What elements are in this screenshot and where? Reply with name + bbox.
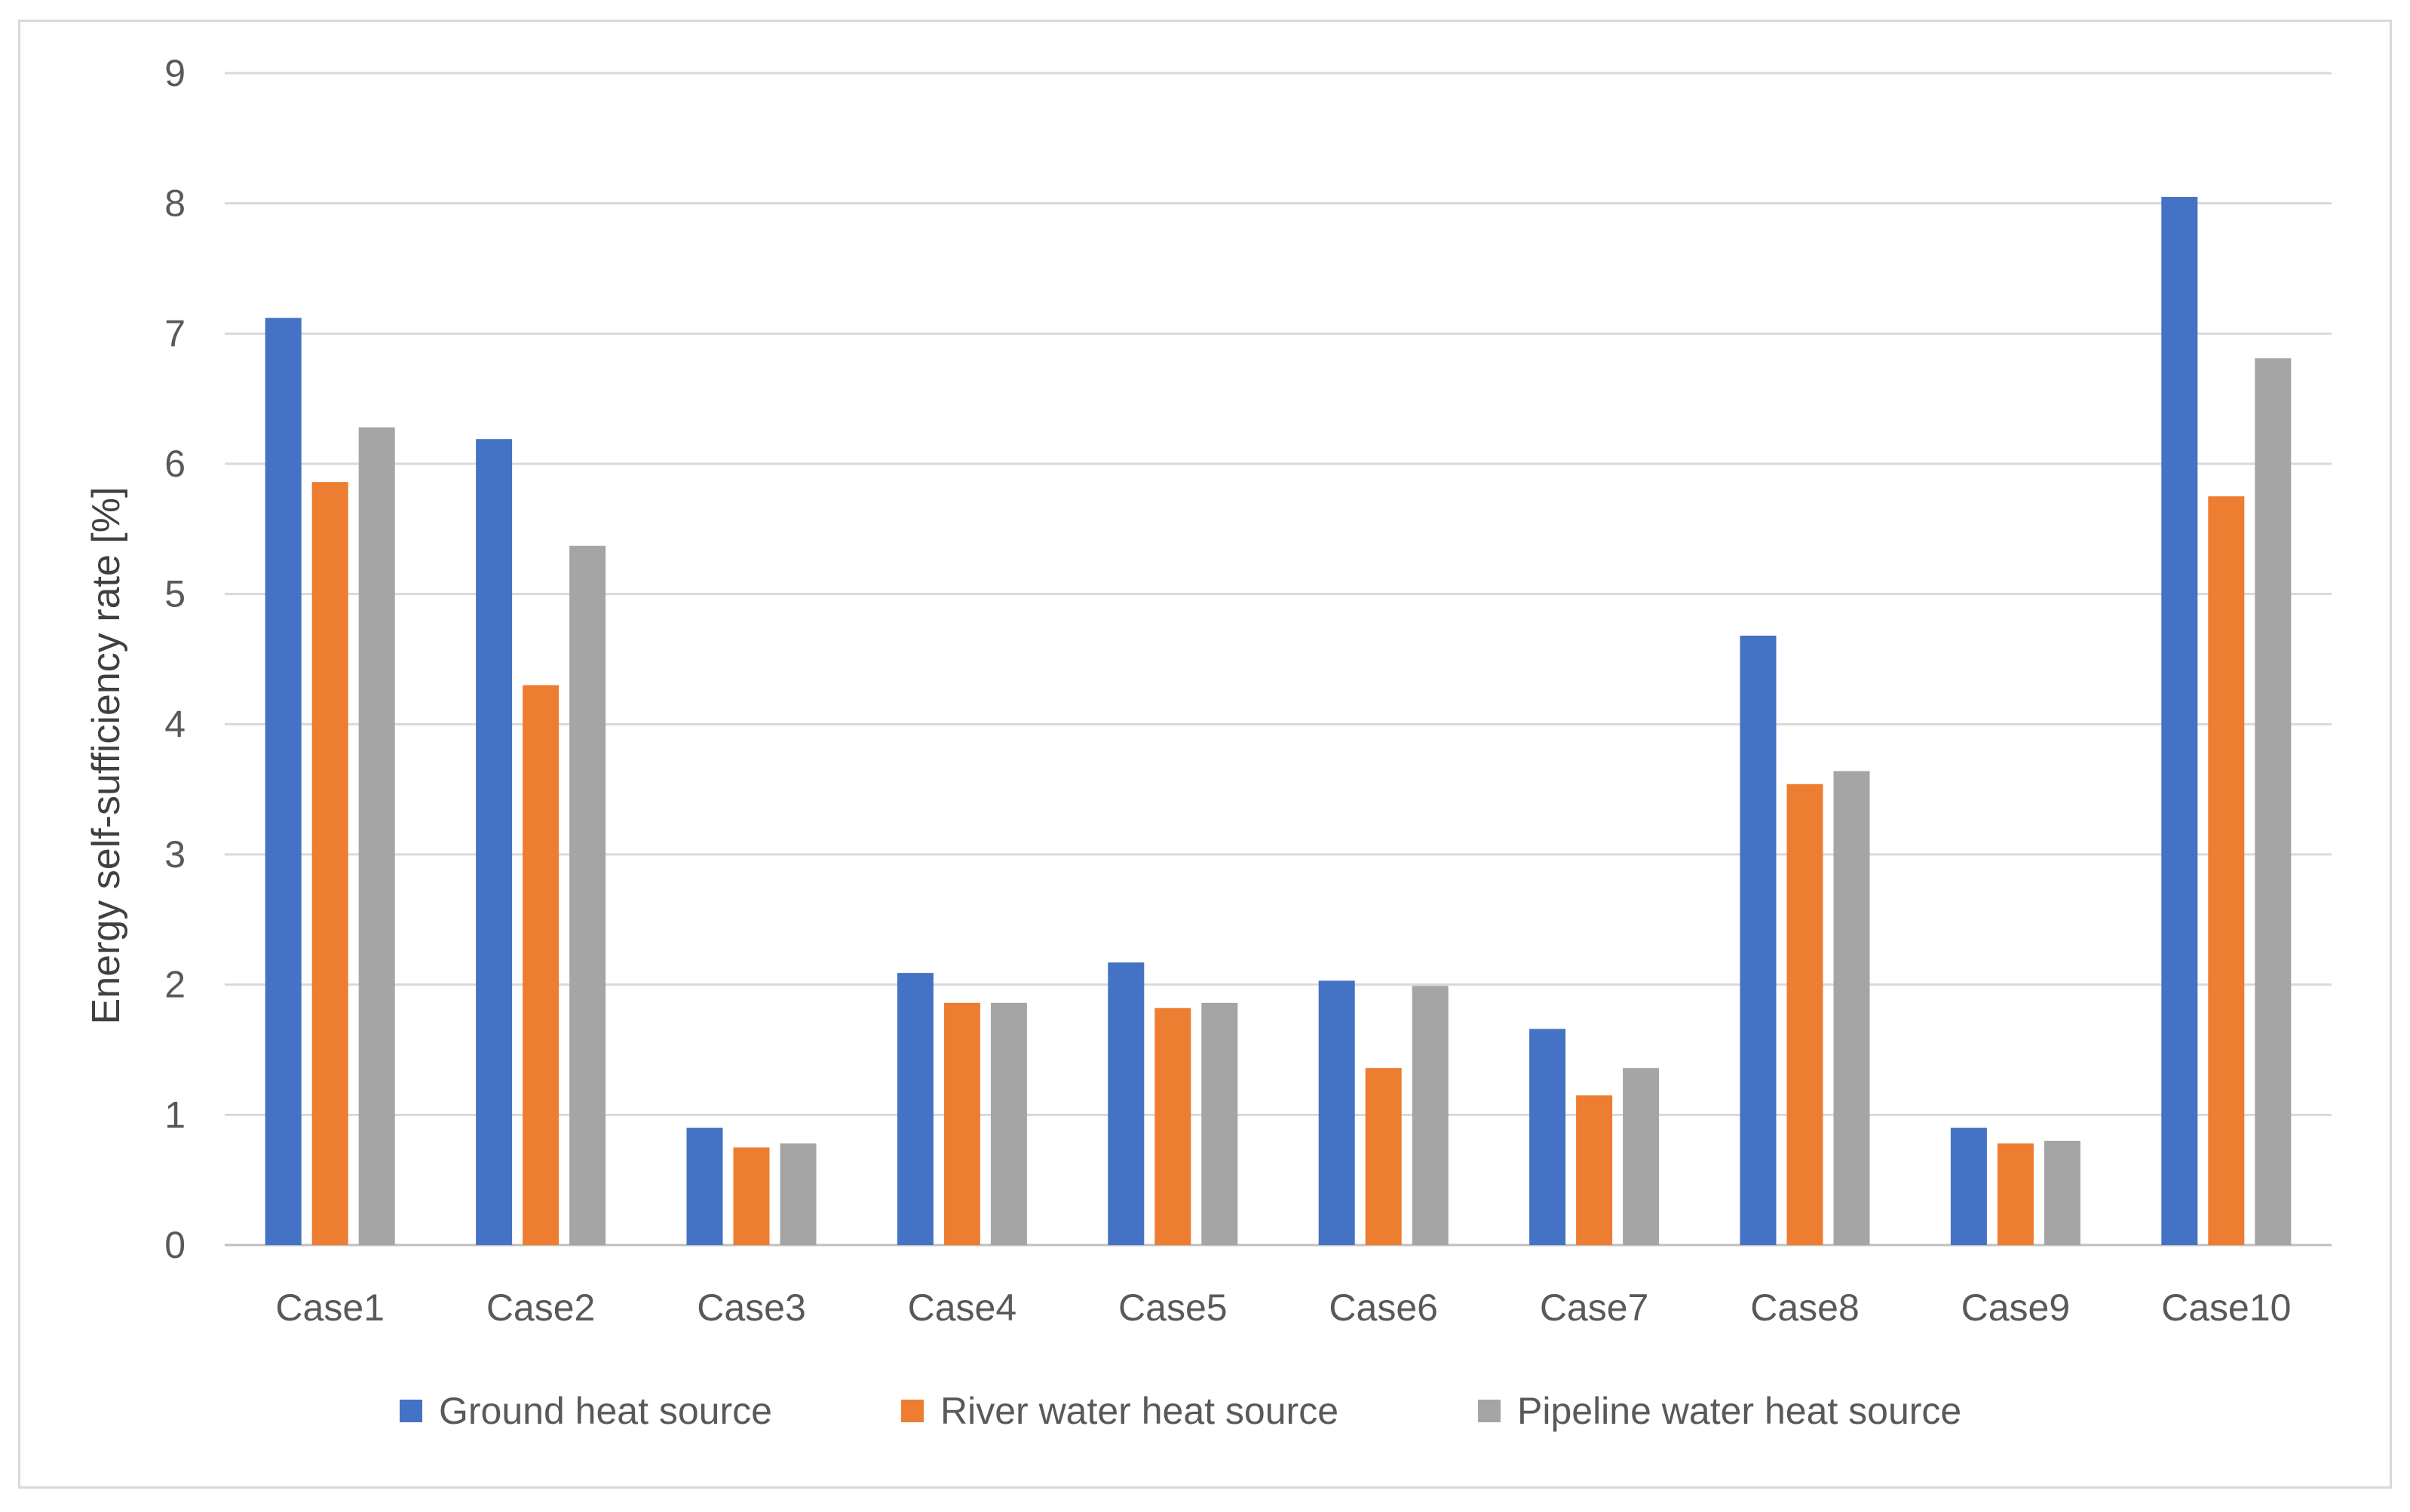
legend: Ground heat source River water heat sourc…: [400, 1390, 1961, 1432]
bar-case3-pipeline-water-heat-source: [780, 1143, 817, 1245]
y-tick-label: 3: [164, 833, 186, 876]
y-tick-label: 4: [164, 703, 186, 745]
y-tick-label: 0: [164, 1224, 186, 1266]
bar-case2-ground-heat-source: [476, 439, 513, 1245]
bar-case2-river-water-heat-source: [523, 685, 560, 1245]
bar-case1-pipeline-water-heat-source: [358, 427, 395, 1245]
legend-swatch: [901, 1400, 924, 1422]
y-tick-label: 9: [164, 52, 186, 94]
bar-case1-river-water-heat-source: [311, 482, 348, 1245]
x-tick-label: Case2: [486, 1287, 596, 1329]
bar-case8-river-water-heat-source: [1786, 784, 1823, 1245]
bar-case4-pipeline-water-heat-source: [990, 1002, 1027, 1245]
x-tick-label: Case3: [697, 1287, 806, 1329]
bar-case3-ground-heat-source: [686, 1127, 723, 1245]
bar-case5-pipeline-water-heat-source: [1201, 1002, 1238, 1245]
y-tick-label: 1: [164, 1093, 186, 1136]
x-tick-label: Case6: [1329, 1287, 1438, 1329]
bar-case5-river-water-heat-source: [1154, 1007, 1191, 1245]
legend-swatch: [1478, 1400, 1501, 1422]
x-tick-label: Case7: [1540, 1287, 1649, 1329]
x-tick-label: Case4: [908, 1287, 1017, 1329]
bar-case6-river-water-heat-source: [1365, 1068, 1402, 1245]
bar-case6-pipeline-water-heat-source: [1412, 986, 1449, 1245]
axis-labels: 0 1 2 3 4 5 6 7 8 9 Case1 Case2 Case3 Case4 Case5 Case6…: [164, 52, 2291, 1329]
legend-swatch: [400, 1400, 422, 1422]
bar-case7-ground-heat-source: [1529, 1029, 1566, 1245]
legend-label: Ground heat source: [439, 1390, 772, 1432]
bar-case7-river-water-heat-source: [1576, 1095, 1613, 1245]
x-tick-label: Case8: [1750, 1287, 1860, 1329]
bar-case8-ground-heat-source: [1740, 635, 1777, 1245]
y-tick-label: 7: [164, 312, 186, 354]
y-tick-label: 6: [164, 443, 186, 485]
legend-label: River water heat source: [940, 1390, 1338, 1432]
y-tick-label: 2: [164, 964, 186, 1006]
x-tick-label: Case10: [2161, 1287, 2291, 1329]
bar-case5-ground-heat-source: [1108, 962, 1145, 1245]
bar-case9-pipeline-water-heat-source: [2044, 1140, 2080, 1245]
y-tick-label: 5: [164, 573, 186, 615]
y-axis-title: Energy self-sufficiency rate [%]: [84, 487, 128, 1025]
y-tick-label: 8: [164, 182, 186, 225]
x-tick-label: Case9: [1961, 1287, 2071, 1329]
bar-case10-ground-heat-source: [2161, 197, 2198, 1245]
bar-case10-pipeline-water-heat-source: [2255, 358, 2292, 1245]
bar-case9-ground-heat-source: [1950, 1127, 1987, 1245]
bars: [265, 197, 2292, 1246]
bar-case10-river-water-heat-source: [2208, 496, 2245, 1245]
x-tick-label: Case5: [1118, 1287, 1228, 1329]
bar-case8-pipeline-water-heat-source: [1833, 771, 1870, 1245]
bar-case4-river-water-heat-source: [943, 1002, 980, 1245]
bar-case2-pipeline-water-heat-source: [569, 545, 606, 1245]
legend-label: Pipeline water heat source: [1517, 1390, 1961, 1432]
bar-case3-river-water-heat-source: [733, 1147, 770, 1245]
bar-case1-ground-heat-source: [265, 317, 302, 1246]
bar-case6-ground-heat-source: [1318, 980, 1355, 1245]
bar-case9-river-water-heat-source: [1997, 1143, 2034, 1245]
bar-case7-pipeline-water-heat-source: [1623, 1068, 1660, 1245]
bar-case4-ground-heat-source: [897, 973, 934, 1245]
x-tick-label: Case1: [275, 1287, 385, 1329]
